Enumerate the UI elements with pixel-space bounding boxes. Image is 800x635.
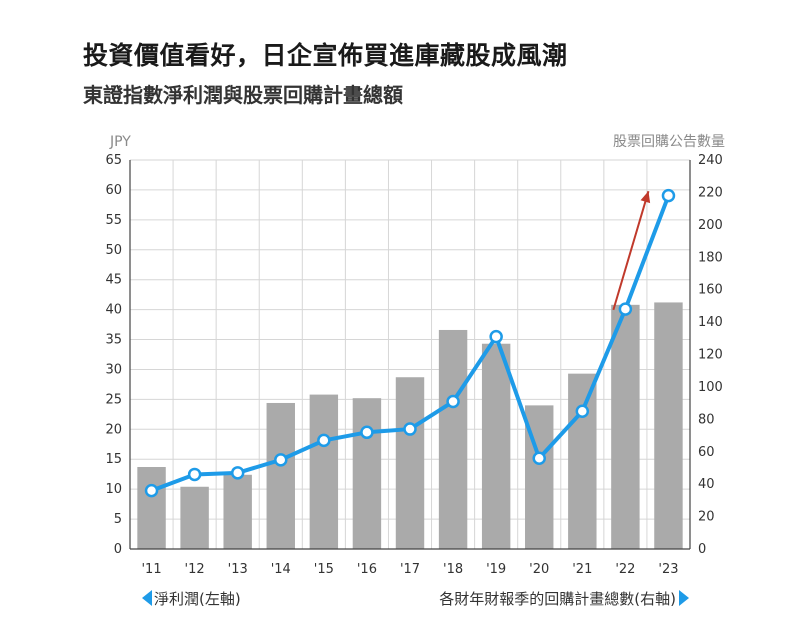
grid [129,159,691,550]
bar [481,343,511,549]
x-tick-label: '23 [658,562,678,577]
line-point [489,329,503,344]
left-tick-label: 25 [105,392,122,407]
right-tick-label: 120 [698,348,723,363]
bar [568,373,597,549]
right-tick-label: 180 [698,250,723,265]
right-tick-label: 220 [698,185,723,200]
bar-series [137,302,683,549]
x-tick-label: '18 [443,562,463,577]
legend-left-label: 淨利潤(左軸) [154,590,241,608]
x-tick-label: '17 [400,562,420,577]
bar [223,474,252,549]
bar [352,398,382,549]
line-point [532,451,546,465]
annotation-arrow-shaft [612,190,650,311]
left-tick-label: 15 [105,452,122,467]
bar [180,486,209,549]
line-point [575,404,590,418]
right-tick-label: 240 [698,153,723,168]
bar [137,467,166,549]
legend-right-triangle-icon [679,590,689,606]
left-tick-label: 20 [105,422,122,437]
left-tick-label: 5 [114,512,122,527]
x-tick-label: '20 [529,562,549,577]
right-axis-label: 股票回購公告數量 [613,134,725,150]
legend-right-label: 各財年財報季的回購計畫總數(右軸) [439,590,676,608]
right-tick-label: 160 [698,283,723,298]
right-tick-label: 100 [698,380,723,395]
line-point [403,422,417,436]
line-point [187,467,202,482]
line-point [618,302,633,316]
line-point [230,466,245,480]
chart-subtitle: 東證指數淨利潤與股票回購計畫總額 [83,83,403,107]
x-tick-label: '19 [486,562,506,577]
x-tick-label: '11 [141,562,161,577]
x-tick-label: '15 [314,562,334,577]
line-point [144,483,159,498]
annotation-arrow-head [640,191,651,204]
x-tick-label: '21 [572,562,592,577]
left-tick-label: 65 [105,153,122,168]
line-point [274,453,288,467]
bar [309,394,339,549]
right-tick-label: 60 [698,445,715,460]
line-point [360,425,374,440]
right-tick-label: 200 [698,218,723,233]
left-tick-label: 45 [105,273,122,288]
left-tick-label: 35 [105,333,122,348]
right-tick-label: 40 [698,477,715,492]
bar [438,329,468,549]
x-tick-label: '13 [228,562,248,577]
right-tick-label: 140 [698,315,723,330]
line-point [317,433,331,448]
left-tick-label: 50 [105,243,122,258]
right-tick-label: 0 [698,542,706,557]
right-tick-label: 20 [698,510,715,525]
line-series [144,188,676,498]
bar [266,402,295,549]
right-tick-label: 80 [698,412,715,427]
x-tick-label: '14 [271,562,291,577]
axes: 0 5 10 15 20 25 30 35 40 45 50 55 60 65 0 20 40 60 80 100 12… [105,153,722,577]
left-axis-label: JPY [109,134,131,150]
bar [654,302,683,549]
x-tick-label: '16 [357,562,377,577]
left-tick-label: 40 [105,303,122,318]
chart-title: 投資價值看好，日企宣佈買進庫藏股成風潮 [83,41,568,70]
left-tick-label: 55 [105,213,122,228]
x-tick-label: '22 [615,562,635,577]
line-point [446,394,460,409]
bar [395,377,425,549]
left-tick-label: 60 [105,183,122,198]
left-tick-label: 0 [114,542,122,557]
x-tick-label: '12 [185,562,205,577]
bar [611,304,640,549]
legend-left-triangle-icon [142,590,152,606]
left-tick-label: 30 [105,362,122,377]
line-point [661,188,676,203]
left-tick-label: 10 [105,482,122,497]
